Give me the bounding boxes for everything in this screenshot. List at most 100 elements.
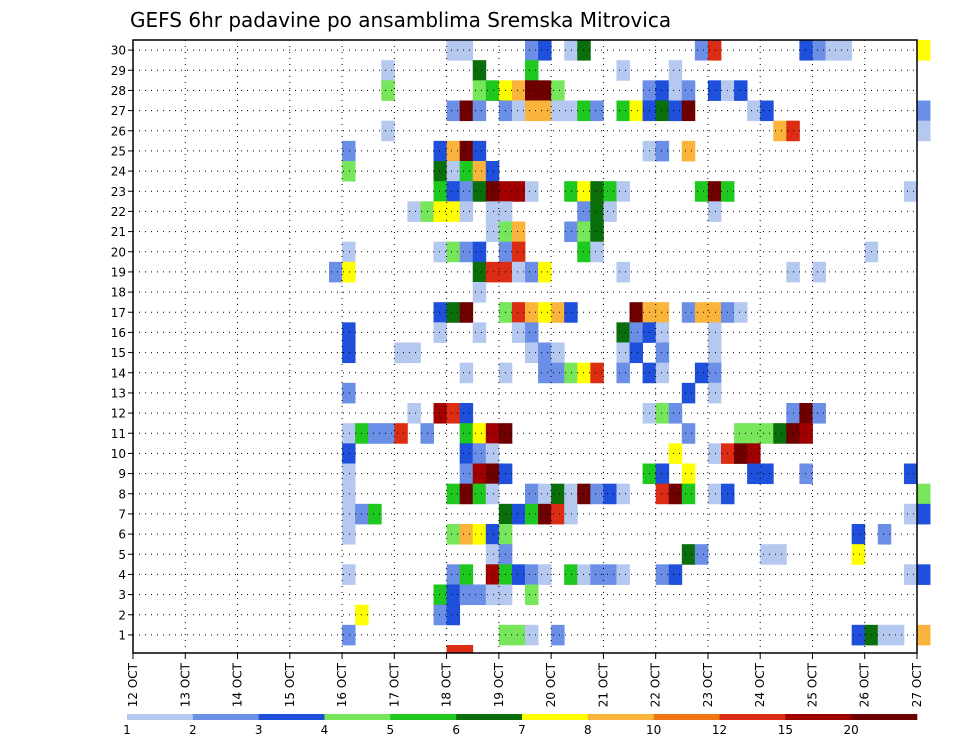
- heatmap-cell: [655, 463, 670, 485]
- heatmap-cell: [342, 463, 356, 485]
- heatmap-cell: [446, 201, 461, 222]
- y-tick-label: 20: [111, 245, 126, 259]
- heatmap-cell: [564, 362, 578, 384]
- heatmap-cell: [590, 181, 604, 202]
- heatmap-cell: [707, 362, 722, 384]
- heatmap-cell: [472, 463, 487, 485]
- heatmap-cell: [590, 241, 604, 263]
- heatmap-cell: [838, 40, 853, 61]
- heatmap-cell: [538, 80, 552, 101]
- heatmap-cell: [459, 302, 474, 323]
- x-tick-label: 17 OCT: [387, 662, 401, 707]
- heatmap-cell: [485, 463, 500, 485]
- x-tick-label: 13 OCT: [178, 662, 192, 707]
- heatmap-cell: [525, 40, 539, 61]
- heatmap-cell: [681, 382, 696, 404]
- heatmap-cell: [472, 181, 487, 202]
- heatmap-cell: [694, 544, 709, 565]
- heatmap-cell: [577, 40, 591, 61]
- heatmap-cell: [917, 503, 931, 525]
- heatmap-cell: [603, 564, 617, 585]
- heatmap-cell: [433, 403, 447, 424]
- heatmap-cell: [551, 302, 565, 323]
- colorbar-label: 4: [321, 723, 329, 737]
- heatmap-cell: [760, 544, 774, 565]
- colorbar-label: 2: [189, 723, 197, 737]
- heatmap-cell: [564, 564, 578, 585]
- heatmap-cell: [877, 524, 892, 545]
- heatmap-cell: [707, 40, 722, 61]
- heatmap-cell: [485, 181, 500, 202]
- heatmap-cell: [760, 463, 774, 485]
- heatmap-cell: [525, 624, 539, 646]
- heatmap-cell: [694, 362, 709, 384]
- heatmap-cell: [799, 403, 813, 424]
- heatmap-cell: [472, 524, 487, 545]
- heatmap-cell: [511, 322, 526, 343]
- heatmap-cell: [446, 302, 461, 323]
- heatmap-cell: [564, 40, 578, 61]
- colorbar-label: 3: [255, 723, 263, 737]
- heatmap-cell: [342, 503, 356, 525]
- colorbar-label: 10: [646, 723, 661, 737]
- heatmap-cell: [564, 302, 578, 323]
- x-tick-label: 22 OCT: [649, 662, 663, 707]
- y-tick-label: 28: [111, 84, 126, 98]
- colorbar-label: 20: [844, 723, 859, 737]
- x-tick-label: 27 OCT: [910, 662, 924, 707]
- heatmap-cell: [459, 423, 474, 444]
- heatmap-cell: [734, 443, 748, 464]
- y-tick-label: 17: [111, 306, 126, 320]
- heatmap-cell: [472, 584, 487, 606]
- heatmap-cell: [485, 524, 500, 545]
- heatmap-cell: [538, 503, 552, 525]
- heatmap-cell: [446, 645, 461, 654]
- heatmap-cell: [472, 483, 487, 505]
- heatmap-cell: [616, 60, 630, 81]
- heatmap-cell: [799, 40, 813, 61]
- heatmap-cell: [446, 483, 461, 505]
- heatmap-cell: [616, 483, 630, 505]
- y-tick-label: 2: [118, 608, 126, 622]
- y-tick-label: 12: [111, 407, 126, 421]
- heatmap-cell: [525, 181, 539, 202]
- heatmap-cell: [446, 524, 461, 545]
- heatmap-cell: [616, 362, 630, 384]
- heatmap-cell: [446, 40, 461, 61]
- heatmap-cell: [342, 443, 356, 464]
- heatmap-cell: [681, 463, 696, 485]
- heatmap-cell: [590, 221, 604, 243]
- heatmap-cell: [655, 140, 670, 162]
- heatmap-cell: [381, 120, 395, 142]
- heatmap-cell: [564, 483, 578, 505]
- colorbar-label: 15: [778, 723, 793, 737]
- heatmap-cell: [890, 624, 905, 646]
- heatmap-cell: [342, 322, 356, 343]
- x-tick-label: 20 OCT: [544, 662, 558, 707]
- heatmap-cell: [564, 221, 578, 243]
- heatmap-cell: [668, 564, 683, 585]
- heatmap-cell: [342, 261, 356, 283]
- heatmap-cell: [459, 241, 474, 263]
- heatmap-cell: [433, 140, 447, 162]
- heatmap-cell: [590, 362, 604, 384]
- heatmap-cell: [681, 100, 696, 122]
- heatmap-cell: [577, 241, 591, 263]
- heatmap-cell: [917, 564, 931, 585]
- heatmap-cell: [629, 342, 643, 364]
- heatmap-cell: [616, 564, 630, 585]
- heatmap-cell: [485, 544, 500, 565]
- x-tick-label: 15 OCT: [283, 662, 297, 707]
- heatmap-cell: [485, 483, 500, 505]
- heatmap-cell: [747, 463, 761, 485]
- heatmap-cell: [538, 100, 552, 122]
- heatmap-cell: [394, 342, 408, 364]
- heatmap-cell: [590, 100, 604, 122]
- y-tick-label: 3: [118, 588, 126, 602]
- heatmap-cell: [773, 544, 787, 565]
- heatmap-cell: [433, 241, 447, 263]
- heatmap-cell: [525, 322, 539, 343]
- heatmap-cell: [511, 80, 526, 101]
- heatmap-cell: [903, 503, 918, 525]
